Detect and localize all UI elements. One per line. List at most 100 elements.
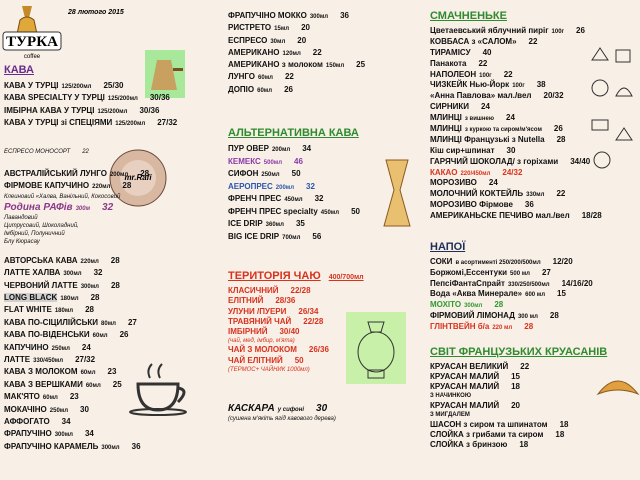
menu-item: КОВБАСА з «САЛОМ» 22 bbox=[430, 37, 602, 48]
item-name: ЕЛІТНИЙ bbox=[228, 296, 264, 306]
logo-sub: coffee bbox=[24, 54, 41, 60]
item-price: 30 bbox=[316, 403, 328, 414]
item-size: 220мл bbox=[92, 184, 111, 191]
menu-item: ІМБІРНИЙ 30/40 bbox=[228, 327, 364, 337]
item-size: в асортименті 250/200/500мл bbox=[455, 260, 541, 266]
menu-item: (сушена м'якіть ягід кавового дерева) bbox=[228, 415, 336, 423]
item-size: 60мл bbox=[257, 87, 273, 94]
menu-item: КАВА ПО-СІЦИЛІЙСЬКИ 80мл 27 bbox=[4, 317, 141, 329]
section-heading: АЛЬТЕРНАТИВНА КАВА bbox=[228, 127, 360, 139]
item-size: 300мл bbox=[63, 271, 82, 278]
item-name: З МИГДАЛЕМ bbox=[430, 412, 470, 418]
menu-item: МЛИНЦІ з куркою та сиром/м'ясом 26 bbox=[430, 124, 602, 135]
item-size: 300мл bbox=[464, 303, 483, 310]
item-size: 60мл bbox=[42, 395, 58, 402]
item-price: 50 bbox=[351, 206, 360, 216]
item-price: 24 bbox=[506, 113, 515, 123]
item-size: 125/200мл bbox=[97, 108, 128, 115]
section-heading: НАПОЇ bbox=[430, 241, 593, 253]
menu-item: FLAT WHITE 180мл 28 bbox=[4, 304, 141, 316]
item-price: 22 bbox=[503, 69, 513, 79]
menu-section: СМАЧНЕНЬКЕ Цветаевський яблучний пиріг 100… bbox=[430, 10, 602, 222]
logo: ТУРКА coffee bbox=[2, 6, 62, 60]
item-size: 120мл bbox=[282, 50, 301, 57]
item-size: 500 мл bbox=[510, 270, 530, 277]
item-name: Імбірний, Полуничний bbox=[4, 230, 65, 237]
item-name: КАВА З ВЕРШКАМИ bbox=[4, 379, 83, 389]
item-name: АМЕРИКАНО bbox=[228, 47, 280, 57]
item-name: ПУР ОВЕР bbox=[228, 144, 269, 153]
item-size: 200мл bbox=[109, 172, 129, 178]
item-name: МЛИНЦІ bbox=[430, 124, 462, 134]
heading-text: АЛЬТЕРНАТИВНА КАВА bbox=[228, 127, 359, 139]
item-price: 28 bbox=[85, 305, 95, 315]
item-name: МОРОЗИВО bbox=[430, 178, 477, 188]
item-price: 30 bbox=[80, 404, 89, 414]
item-name: ТИРАМІСУ bbox=[430, 47, 471, 57]
menu-item: КАСКАРА у сифоні 30 bbox=[228, 402, 336, 415]
menu-item: (ТЕРМОС+ ЧАЙНИК 1000мл) bbox=[228, 366, 364, 374]
item-price: 26 bbox=[119, 330, 129, 340]
item-name: ШАСОН з сиром та шпинатом bbox=[430, 420, 548, 429]
item-price: 27/32 bbox=[75, 355, 96, 365]
menu-section: КАВА КАВА У ТУРЦІ 125/200мл 25/30 КАВА SPECI… bbox=[4, 64, 177, 129]
logo-name: ТУРКА bbox=[6, 34, 58, 50]
item-price: 12/20 bbox=[552, 257, 573, 266]
item-name: ТРАВЯНИЙ ЧАЙ bbox=[228, 316, 292, 326]
item-size: 330/250/500мл bbox=[507, 281, 550, 288]
menu-item: МЛИНЦІ з вишнею 24 bbox=[430, 113, 602, 124]
item-price: 32 bbox=[93, 268, 103, 278]
item-size: 300мл bbox=[54, 432, 73, 439]
item-name: «Анна Павлова» мал./вел bbox=[430, 91, 532, 101]
item-name: СИФОН bbox=[228, 169, 259, 178]
menu-item: КАВА ПО-ВІДЕНСЬКИ 60мл 26 bbox=[4, 329, 141, 341]
item-price: 24/32 bbox=[502, 167, 523, 177]
menu-item: КАВА З МОЛОКОМ 60мл 23 bbox=[4, 366, 141, 378]
item-price: 28 bbox=[122, 181, 132, 191]
item-size: 125/200мл bbox=[115, 120, 146, 127]
item-name: КАВА ПО-СІЦИЛІЙСЬКИ bbox=[4, 317, 99, 327]
menu-item: КАВА SPECIALTY У ТУРЦІ 125/200мл 30/36 bbox=[4, 92, 177, 104]
item-price: 27/32 bbox=[157, 117, 178, 127]
item-name: ФРАПУЧІНО bbox=[4, 429, 52, 439]
item-price: 20 bbox=[301, 23, 310, 33]
menu-item: АВТОРСЬКА КАВА 220мл 28 bbox=[4, 255, 141, 267]
item-price: 22 bbox=[312, 47, 322, 57]
menu-item: ЕСПРЕСО 30мл 20 bbox=[228, 35, 365, 47]
menu-section: АВТОРСЬКА КАВА 220мл 28 ЛАТТЕ ХАЛВА 300мл 32 Ч… bbox=[4, 255, 141, 453]
item-name: РИСТРЕТО bbox=[228, 23, 272, 33]
menu-item: ФРЕНЧ ПРЕС 450мл 32 bbox=[228, 193, 360, 206]
menu-item: НАПОЛЕОН 100г 22 bbox=[430, 70, 602, 81]
menu-item: АФФОГАТО 34 bbox=[4, 416, 141, 428]
menu-item: З МИГДАЛЕМ bbox=[430, 411, 607, 420]
croissant-image bbox=[596, 380, 640, 396]
menu-item: АМЕРИКАНЬСКЕ ПЕЧИВО мал./вел 18/28 bbox=[430, 211, 602, 222]
item-price: 22/28 bbox=[290, 286, 311, 295]
menu-item: КРУАСАН ВЕЛИКИЙ 22 bbox=[430, 362, 607, 372]
item-size: 60мл bbox=[80, 370, 96, 377]
item-price: 15 bbox=[511, 372, 520, 381]
menu-item: КРУАСАН МАЛИЙ 20 bbox=[430, 401, 607, 411]
item-size: 360мл bbox=[265, 222, 284, 228]
menu-item: АВСТРАЛІЙСЬКИЙ ЛУНГО 200мл 28 bbox=[4, 168, 149, 180]
menu-item: ФІРМОВЕ КАПУЧИНО 220мл 28 bbox=[4, 180, 149, 192]
menu-item: МЛИНЦІ Французькі з Nutella 28 bbox=[430, 135, 602, 146]
item-size: 15мл bbox=[274, 26, 290, 33]
item-name: З НАЧИНКОЮ bbox=[430, 393, 472, 399]
item-name: ЧАЙ ЕЛІТНИЙ bbox=[228, 355, 283, 365]
item-price: 24 bbox=[81, 342, 91, 352]
menu-item: ЛАТТЕ ХАЛВА 300мл 32 bbox=[4, 267, 141, 279]
item-price: 28 bbox=[524, 321, 534, 331]
menu-item: КЛАСИЧНИЙ 22/28 bbox=[228, 286, 364, 296]
item-price: 20 bbox=[511, 401, 520, 410]
item-price: 26 bbox=[553, 124, 563, 134]
item-name: КАВА З МОЛОКОМ bbox=[4, 367, 78, 377]
svg-text:mr.Rafi: mr.Rafi bbox=[124, 173, 152, 182]
menu-item: ТРАВЯНИЙ ЧАЙ 22/28 bbox=[228, 317, 364, 327]
item-price: 28 bbox=[110, 256, 120, 265]
menu-section: АЛЬТЕРНАТИВНА КАВА ПУР ОВЕР 200мл 34 КЕМЕКС 5… bbox=[228, 127, 360, 243]
heading-note: 400/700мл bbox=[328, 274, 364, 281]
item-name: КЛАСИЧНИЙ bbox=[228, 286, 279, 295]
menu-item: МОРОЗИВО Фірмове 36 bbox=[430, 200, 602, 211]
item-name: ЧАЙ З МОЛОКОМ bbox=[228, 345, 297, 355]
